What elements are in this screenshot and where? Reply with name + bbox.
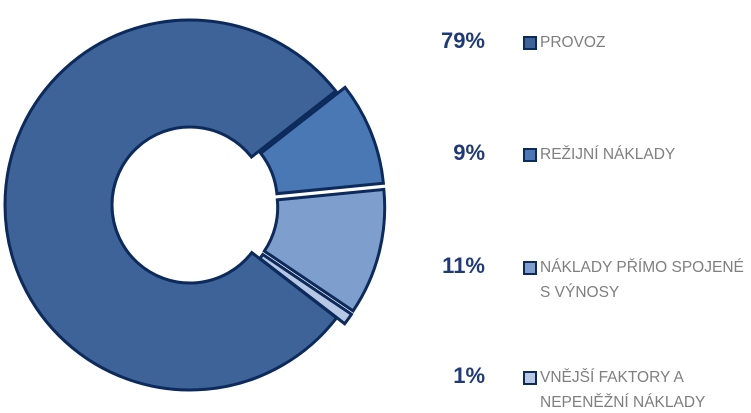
legend-label: PROVOZ: [540, 34, 606, 51]
percent-label: 1%: [453, 363, 485, 388]
slice: [262, 187, 387, 313]
percent-label: 11%: [442, 253, 485, 278]
legend-label: REŽIJNÍ NÁKLADY: [540, 146, 676, 163]
legend-label: VNĚJŠÍ FAKTORY A NEPENĚŽNÍ NÁKLADY: [540, 369, 706, 411]
slice: [257, 252, 354, 326]
legend-swatch: [523, 36, 537, 50]
percent-label: 9%: [453, 140, 485, 165]
slice: [3, 18, 339, 392]
slice: [258, 85, 386, 196]
legend-label: NÁKLADY PŘÍMO SPOJENÉ S VÝNOSY: [540, 259, 744, 301]
legend-swatch: [523, 148, 537, 162]
percent-label: 79%: [440, 28, 485, 53]
legend-swatch: [523, 261, 537, 275]
legend-swatch: [523, 371, 537, 385]
